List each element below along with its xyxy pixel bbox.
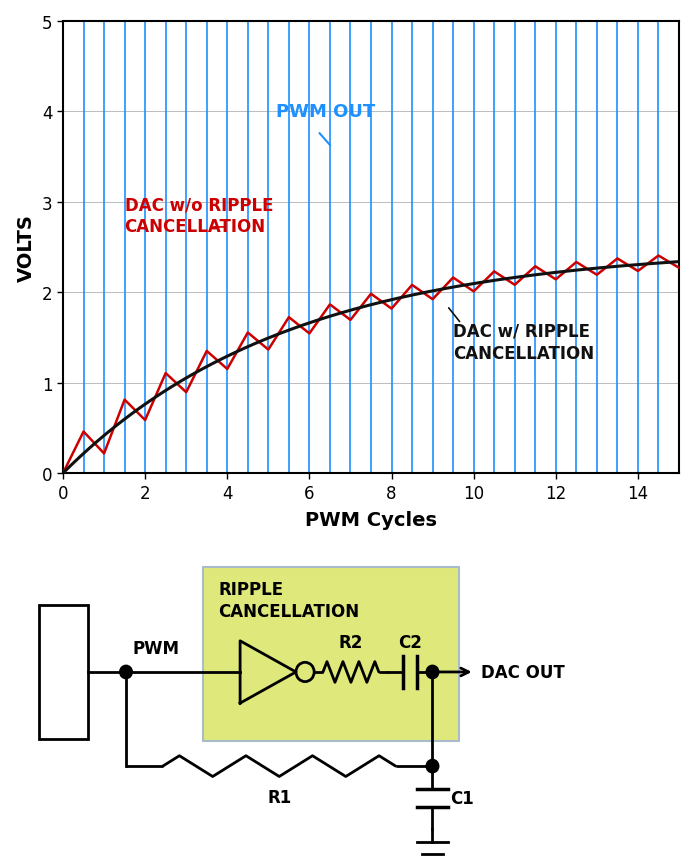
Text: PWM OUT: PWM OUT <box>276 103 375 121</box>
Text: DAC OUT: DAC OUT <box>482 663 565 681</box>
Text: R1: R1 <box>267 789 291 807</box>
FancyBboxPatch shape <box>203 567 458 741</box>
FancyBboxPatch shape <box>38 605 88 739</box>
Y-axis label: VOLTS: VOLTS <box>18 214 36 282</box>
Text: RIPPLE
CANCELLATION: RIPPLE CANCELLATION <box>218 580 360 620</box>
Text: C2: C2 <box>398 634 422 652</box>
Circle shape <box>426 759 439 773</box>
Text: DAC w/o RIPPLE
CANCELLATION: DAC w/o RIPPLE CANCELLATION <box>125 195 273 236</box>
Text: C1: C1 <box>450 789 474 807</box>
Circle shape <box>120 666 132 678</box>
Text: DAC w/ RIPPLE
CANCELLATION: DAC w/ RIPPLE CANCELLATION <box>453 322 594 362</box>
X-axis label: PWM Cycles: PWM Cycles <box>305 511 437 530</box>
Text: R2: R2 <box>339 634 363 652</box>
Text: PWM: PWM <box>133 640 180 658</box>
Circle shape <box>426 666 439 678</box>
